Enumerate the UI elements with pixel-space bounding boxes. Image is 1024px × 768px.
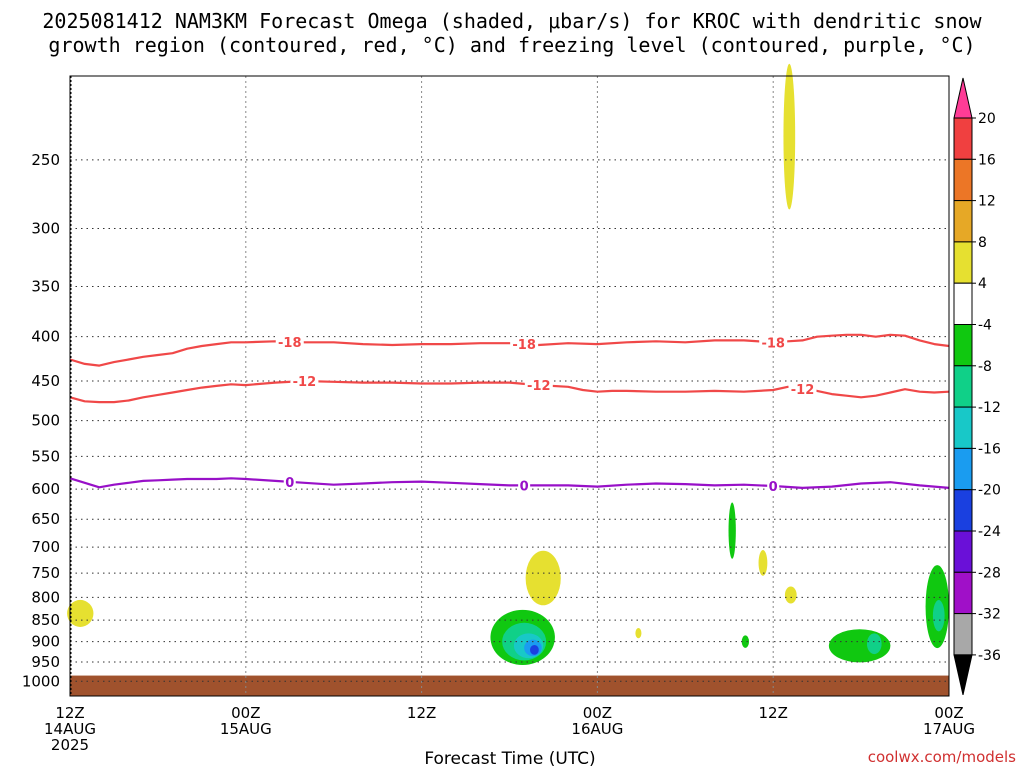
plot-frame — [69, 75, 950, 697]
colorbar-tick-label: -12 — [978, 400, 1001, 416]
x-tick-label: 16AUG — [571, 720, 623, 738]
colorbar-segment — [953, 571, 973, 615]
contour-label: -12 — [791, 383, 815, 398]
x-tick-label: 2025 — [51, 736, 89, 754]
colorbar-segment — [953, 282, 973, 326]
omega-shaded-region — [635, 628, 642, 639]
colorbar-segment — [953, 117, 973, 160]
contour-label: 0 — [520, 479, 529, 494]
x-tick-label: 12Z — [759, 704, 788, 722]
y-tick-label: 750 — [31, 564, 60, 582]
colorbar-tick-label: 16 — [978, 152, 996, 168]
omega-shaded-region — [530, 644, 539, 655]
colorbar-top-arrow — [953, 77, 973, 119]
colorbar-segment — [953, 324, 973, 367]
omega-shaded-region — [728, 502, 736, 559]
plot-area: 250 300 350 400 450 500 550 600 650 700 750 800 850 9… — [22, 63, 975, 754]
contour-label-bg — [283, 474, 296, 489]
contour-label: -12 — [293, 375, 317, 390]
y-tick-label: 1000 — [22, 672, 60, 690]
y-tick-label: 900 — [31, 633, 60, 651]
y-tick-label: 250 — [31, 151, 60, 169]
x-tick-label: 00Z — [231, 704, 260, 722]
colorbar-segment — [953, 613, 973, 656]
colorbar-tick-label: -4 — [978, 318, 992, 334]
contour-label-bg — [788, 382, 817, 397]
terrain-fill — [70, 675, 949, 696]
colorbar-segment — [953, 241, 973, 284]
credit-text: coolwx.com/models — [868, 748, 1016, 766]
omega-shaded-region — [866, 633, 882, 655]
colorbar-tick-label: -28 — [978, 565, 1001, 581]
colorbar-tick-label: 8 — [978, 235, 987, 251]
y-tick-label: 450 — [31, 372, 60, 390]
contour-line — [69, 477, 950, 489]
colorbar-segment — [953, 530, 973, 573]
x-axis-label: Forecast Time (UTC) — [424, 749, 595, 768]
contour-label-bg — [275, 334, 304, 349]
y-tick-label: 400 — [31, 328, 60, 346]
colorbar-tick-label: 12 — [978, 194, 996, 210]
y-tick-label: 650 — [31, 510, 60, 528]
contour-line — [69, 379, 950, 404]
contour-label: 0 — [285, 476, 294, 491]
chart-title-line-1: 2025081412 NAM3KM Forecast Omega (shaded… — [42, 9, 982, 33]
y-tick-label: 350 — [31, 277, 60, 295]
colorbar-tick-label: -16 — [978, 441, 1001, 457]
contour-line — [69, 333, 950, 367]
contour-label-bg — [518, 478, 531, 493]
y-tick-label: 850 — [31, 611, 60, 629]
x-tick-label: 12Z — [55, 704, 84, 722]
omega-shaded-region — [932, 600, 945, 632]
colorbar-tick-label: -32 — [978, 607, 1001, 623]
colorbar: 20 16 12 8 4 -4 -8 -12 -16 -20 -24 -28 -32 -36 — [953, 77, 1001, 696]
contour-label: -18 — [761, 336, 785, 351]
omega-shaded-region — [758, 550, 768, 576]
y-tick-label: 700 — [31, 538, 60, 556]
colorbar-tick-label: -8 — [978, 359, 992, 375]
colorbar-bottom-arrow — [953, 654, 973, 696]
colorbar-segment — [953, 489, 973, 532]
colorbar-segment — [953, 365, 973, 408]
contour-label-bg — [510, 337, 539, 352]
contour-label-bg — [524, 378, 553, 393]
contour-label-bg — [759, 335, 788, 350]
y-tick-label: 300 — [31, 219, 60, 237]
x-tick-label: 14AUG — [44, 720, 96, 738]
contour-label-bg — [767, 479, 780, 494]
x-tick-label: 15AUG — [220, 720, 272, 738]
omega-shaded-region — [783, 63, 796, 210]
contour-label: -18 — [278, 336, 302, 351]
omega-shaded-region — [525, 550, 561, 606]
y-tick-label: 500 — [31, 412, 60, 430]
colorbar-tick-label: 20 — [978, 111, 996, 127]
contour-label: 0 — [769, 480, 778, 495]
x-tick-label: 00Z — [583, 704, 612, 722]
omega-shaded-region — [741, 635, 750, 648]
x-tick-label: 17AUG — [923, 720, 975, 738]
colorbar-tick-label: -24 — [978, 524, 1001, 540]
colorbar-tick-label: 4 — [978, 276, 987, 292]
y-tick-label: 600 — [31, 480, 60, 498]
y-tick-label: 550 — [31, 447, 60, 465]
contour-label: -12 — [527, 379, 551, 394]
x-tick-label: 00Z — [934, 704, 963, 722]
colorbar-segment — [953, 200, 973, 243]
colorbar-segment — [953, 447, 973, 491]
contour-label: -18 — [512, 338, 536, 353]
chart-title-line-2: growth region (contoured, red, °C) and f… — [48, 33, 975, 57]
colorbar-segment — [953, 406, 973, 449]
colorbar-tick-label: -20 — [978, 483, 1001, 499]
colorbar-tick-label: -36 — [978, 648, 1001, 664]
contour-label-bg — [290, 373, 319, 388]
colorbar-segment — [953, 158, 973, 202]
x-tick-label: 12Z — [407, 704, 436, 722]
omega-shaded-region — [784, 586, 797, 604]
y-tick-label: 950 — [31, 653, 60, 671]
y-tick-label: 800 — [31, 588, 60, 606]
